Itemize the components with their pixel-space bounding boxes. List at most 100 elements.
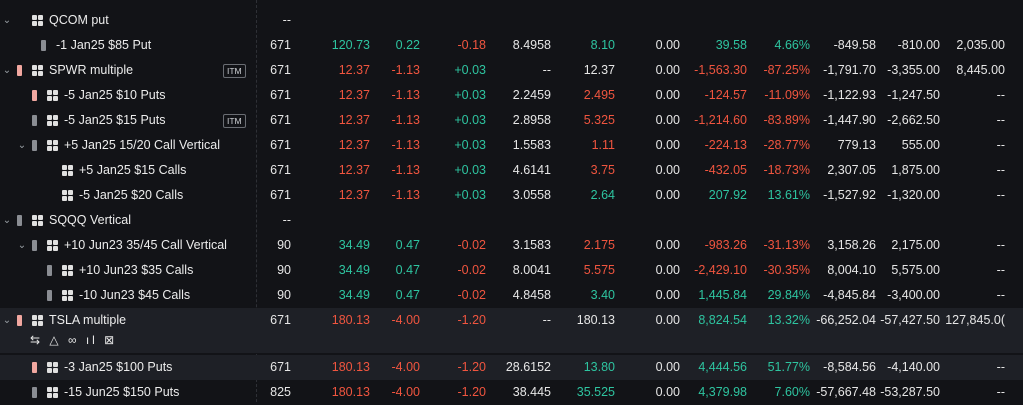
cell-c: 2,035.00 bbox=[956, 38, 1005, 52]
cell-pl: -1,214.60 bbox=[694, 113, 747, 127]
position-name[interactable]: -5 Jan25 $15 Puts bbox=[64, 113, 166, 127]
grid-icon bbox=[62, 165, 73, 176]
table-row[interactable]: -5 Jan25 $15 Puts ITM 671 12.37 -1.13 +0.03 2.… bbox=[0, 108, 1023, 133]
cell-cost: 8.4958 bbox=[512, 38, 551, 52]
position-name[interactable]: SQQQ Vertical bbox=[49, 213, 131, 227]
table-row[interactable]: ⌄ TSLA multiple 671 180.13 -4.00 -1.20 -- 180.1… bbox=[0, 308, 1023, 353]
cell-pl: -224.13 bbox=[704, 138, 747, 152]
table-row[interactable]: +10 Jun23 $35 Calls 90 34.49 0.47 -0.02 8.004… bbox=[0, 258, 1023, 283]
cell-chg: -4.00 bbox=[391, 360, 421, 374]
cell-chg: -1.13 bbox=[391, 163, 421, 177]
table-row[interactable]: ⌄ SPWR multiple ITM 671 12.37 -1.13 +0.03 -- 12.… bbox=[0, 58, 1023, 83]
table-row[interactable]: +5 Jan25 $15 Calls 671 12.37 -1.13 +0.03 4.61… bbox=[0, 158, 1023, 183]
cell-mark: 5.575 bbox=[583, 263, 615, 277]
cell-b: 2,175.00 bbox=[891, 238, 940, 252]
cell-a: 779.13 bbox=[837, 138, 876, 152]
cell-last: 34.49 bbox=[338, 263, 370, 277]
cell-z: 0.00 bbox=[655, 163, 680, 177]
cell-cost: 3.0558 bbox=[512, 188, 551, 202]
grid-icon bbox=[47, 140, 58, 151]
position-name[interactable]: -5 Jan25 $10 Puts bbox=[64, 88, 166, 102]
table-row[interactable]: -10 Jun23 $45 Calls 90 34.49 0.47 -0.02 4.845… bbox=[0, 283, 1023, 308]
cell-pl: 4,444.56 bbox=[698, 360, 747, 374]
cell-cost: 2.8958 bbox=[512, 113, 551, 127]
chevron-down-icon[interactable]: ⌄ bbox=[2, 315, 12, 326]
chevron-down-icon[interactable]: ⌄ bbox=[17, 240, 27, 251]
position-name[interactable]: +10 Jun23 $35 Calls bbox=[79, 263, 194, 277]
chevron-down-icon[interactable]: ⌄ bbox=[17, 140, 27, 151]
position-name[interactable]: -3 Jan25 $100 Puts bbox=[64, 360, 173, 374]
cell-chg: 0.47 bbox=[395, 288, 420, 302]
position-name[interactable]: -5 Jan25 $20 Calls bbox=[79, 188, 184, 202]
cell-chg: -1.13 bbox=[391, 113, 421, 127]
cell-last: 12.37 bbox=[338, 188, 370, 202]
position-name[interactable]: +5 Jan25 $15 Calls bbox=[79, 163, 187, 177]
cell-cost: 4.6141 bbox=[512, 163, 551, 177]
table-row[interactable]: -15 Jun25 $150 Puts 825 180.13 -4.00 -1.20 38… bbox=[0, 380, 1023, 405]
cell-z: 0.00 bbox=[655, 188, 680, 202]
position-name[interactable]: -15 Jun25 $150 Puts bbox=[64, 385, 180, 399]
cell-a: -57,667.48 bbox=[816, 385, 876, 399]
cell-qty: -- bbox=[282, 13, 291, 27]
cell-b: -810.00 bbox=[897, 38, 940, 52]
grid-icon bbox=[62, 290, 73, 301]
position-name[interactable]: QCOM put bbox=[49, 13, 109, 27]
cell-b: -2,662.50 bbox=[887, 113, 940, 127]
cell-c: -- bbox=[996, 385, 1005, 399]
cell-qty: 671 bbox=[270, 188, 291, 202]
cell-chg2: +0.03 bbox=[454, 63, 486, 77]
cell-last: 120.73 bbox=[331, 38, 370, 52]
cell-qty: 90 bbox=[277, 288, 291, 302]
cell-chg2: -0.02 bbox=[457, 263, 487, 277]
grid-icon bbox=[47, 387, 58, 398]
table-row[interactable]: -5 Jan25 $20 Calls 671 12.37 -1.13 +0.03 3.05… bbox=[0, 183, 1023, 208]
cell-chg: -1.13 bbox=[391, 88, 421, 102]
cell-a: 2,307.05 bbox=[827, 163, 876, 177]
position-name[interactable]: SPWR multiple bbox=[49, 63, 134, 77]
position-indicator bbox=[47, 290, 52, 301]
cell-pl: -432.05 bbox=[704, 163, 747, 177]
position-name[interactable]: +5 Jan25 15/20 Call Vertical bbox=[64, 138, 221, 152]
cell-b: -4,140.00 bbox=[887, 360, 940, 374]
chevron-down-icon[interactable]: ⌄ bbox=[2, 215, 12, 226]
table-row[interactable]: ⌄ QCOM put -- bbox=[0, 8, 1023, 33]
cell-a: -849.58 bbox=[833, 38, 876, 52]
position-name[interactable]: -1 Jan25 $85 Put bbox=[56, 38, 152, 52]
position-name[interactable]: -10 Jun23 $45 Calls bbox=[79, 288, 191, 302]
cell-qty: 671 bbox=[270, 138, 291, 152]
cell-b: -1,247.50 bbox=[887, 88, 940, 102]
cell-z: 0.00 bbox=[655, 138, 680, 152]
cell-plpct: -11.09% bbox=[764, 88, 810, 102]
strategy-tools-icon[interactable]: ⇆ △ ∞ ıl ⊠ bbox=[30, 333, 118, 347]
cell-plpct: -18.73% bbox=[763, 163, 810, 177]
cell-chg2: +0.03 bbox=[454, 113, 486, 127]
chevron-down-icon[interactable]: ⌄ bbox=[2, 15, 12, 26]
cell-chg: -1.13 bbox=[391, 63, 421, 77]
cell-plpct: -87.25% bbox=[763, 63, 810, 77]
cell-a: -1,447.90 bbox=[823, 113, 876, 127]
position-name[interactable]: TSLA multiple bbox=[49, 313, 127, 327]
cell-last: 12.37 bbox=[338, 113, 370, 127]
cell-chg: 0.47 bbox=[395, 238, 420, 252]
cell-plpct: 51.77% bbox=[767, 360, 810, 374]
cell-pl: 207.92 bbox=[708, 188, 747, 202]
cell-last: 180.13 bbox=[331, 360, 370, 374]
position-name[interactable]: +10 Jun23 35/45 Call Vertical bbox=[64, 238, 227, 252]
table-row[interactable]: -3 Jan25 $100 Puts 671 180.13 -4.00 -1.20 28.… bbox=[0, 355, 1023, 380]
cell-b: 5,575.00 bbox=[891, 263, 940, 277]
position-indicator bbox=[32, 115, 37, 126]
cell-chg2: -1.20 bbox=[457, 385, 487, 399]
cell-qty: 671 bbox=[270, 313, 291, 327]
table-row[interactable]: ⌄ SQQQ Vertical -- bbox=[0, 208, 1023, 233]
table-row[interactable]: -1 Jan25 $85 Put 671 120.73 0.22 -0.18 8.4958… bbox=[0, 33, 1023, 58]
chevron-down-icon[interactable]: ⌄ bbox=[2, 65, 12, 76]
cell-b: -3,400.00 bbox=[887, 288, 940, 302]
table-row[interactable]: ⌄ +10 Jun23 35/45 Call Vertical 90 34.49 0.4… bbox=[0, 233, 1023, 258]
cell-a: -1,122.93 bbox=[823, 88, 876, 102]
cell-plpct: 13.32% bbox=[767, 313, 810, 327]
table-row[interactable]: ⌄ +5 Jan25 15/20 Call Vertical 671 12.37 -1.… bbox=[0, 133, 1023, 158]
cell-chg2: -1.20 bbox=[457, 360, 487, 374]
cell-qty: 671 bbox=[270, 38, 291, 52]
table-row[interactable]: -5 Jan25 $10 Puts 671 12.37 -1.13 +0.03 2.245… bbox=[0, 83, 1023, 108]
column-divider bbox=[256, 0, 257, 402]
